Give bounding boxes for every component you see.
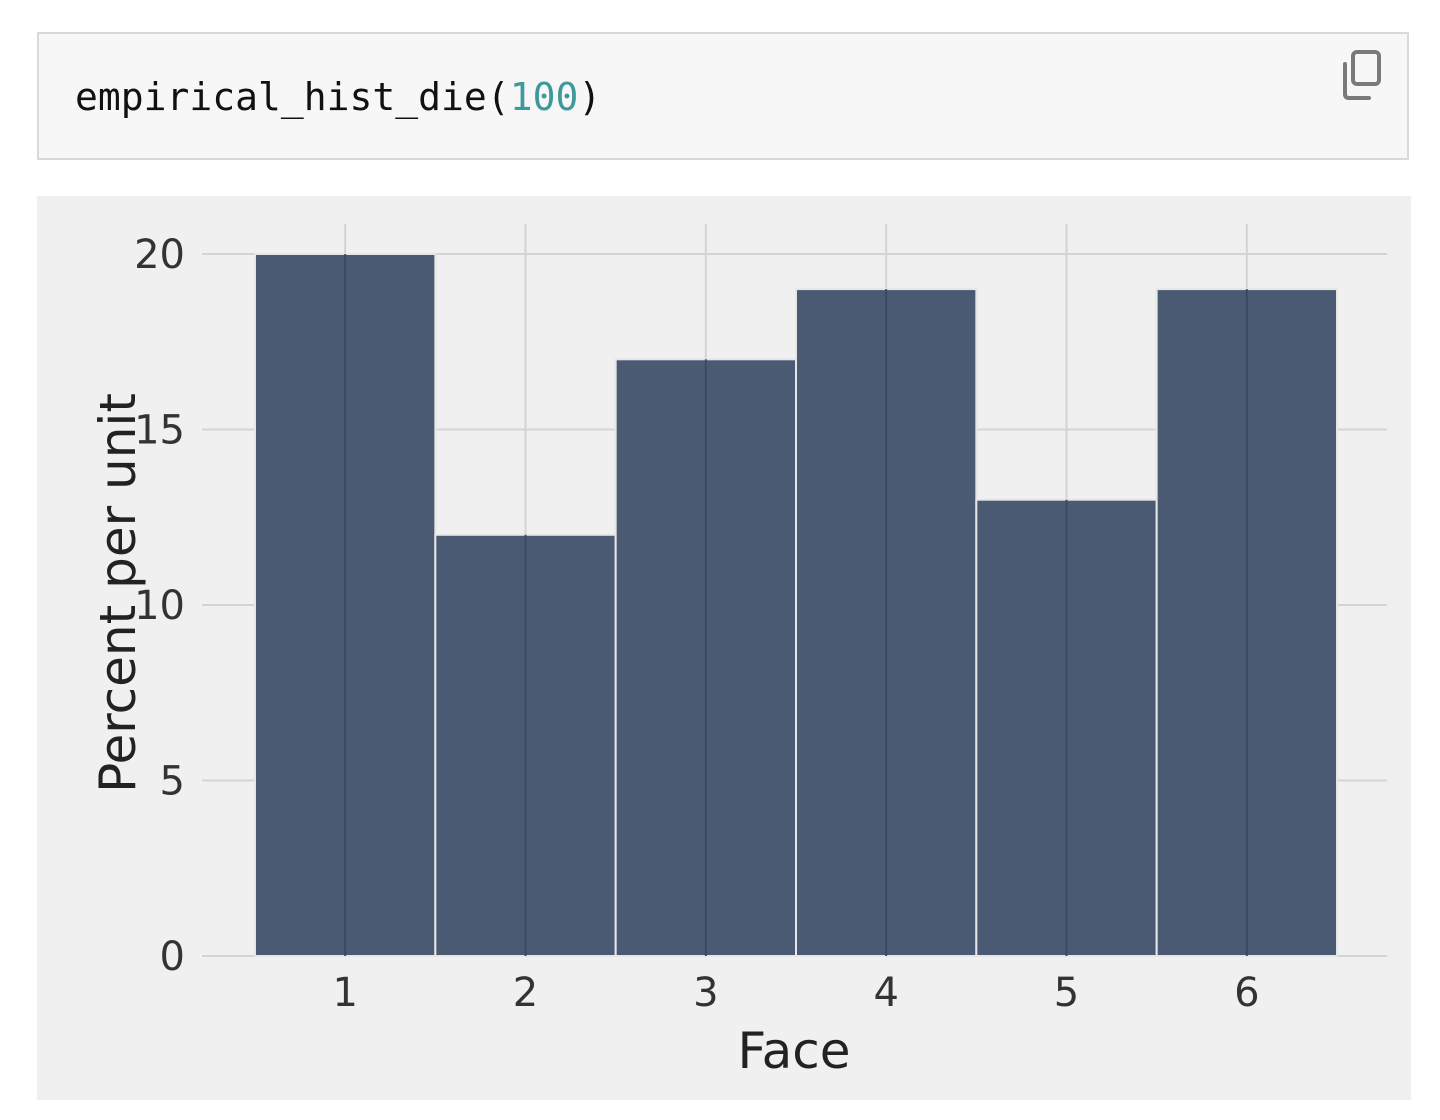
histogram-chart: 0 5 10 15 20 1 2 3 4 5 6 Face Percent per unit [89,224,1387,1080]
code-close-paren: ) [578,75,602,119]
y-tick-label: 15 [134,408,185,454]
code-function: empirical_hist_die( [75,75,510,119]
x-tick-label: 3 [693,970,718,1016]
y-tick-label: 20 [134,232,185,278]
bars [254,253,1338,958]
x-tick-label: 2 [513,970,538,1016]
y-axis-label: Percent per unit [89,393,147,793]
code-argument: 100 [509,75,579,119]
vertical-grid-overlay [344,254,1248,956]
x-tick-label: 1 [332,970,357,1016]
x-tick-label: 4 [873,970,898,1016]
code-cell[interactable]: empirical_hist_die(100) [37,32,1409,160]
copy-button[interactable] [1335,48,1387,104]
y-tick-label: 5 [160,759,185,805]
chart-panel: 0 5 10 15 20 1 2 3 4 5 6 Face Percent per unit [37,196,1411,1100]
y-tick-labels: 0 5 10 15 20 [134,232,185,980]
copy-icon [1343,50,1381,100]
x-axis-label: Face [737,1022,850,1080]
y-tick-label: 10 [134,583,185,629]
y-tick-label: 0 [160,934,185,980]
code-line: empirical_hist_die(100) [75,74,601,120]
x-tick-label: 5 [1054,970,1079,1016]
x-tick-label: 6 [1234,970,1259,1016]
x-tick-labels: 1 2 3 4 5 6 [332,970,1259,1016]
